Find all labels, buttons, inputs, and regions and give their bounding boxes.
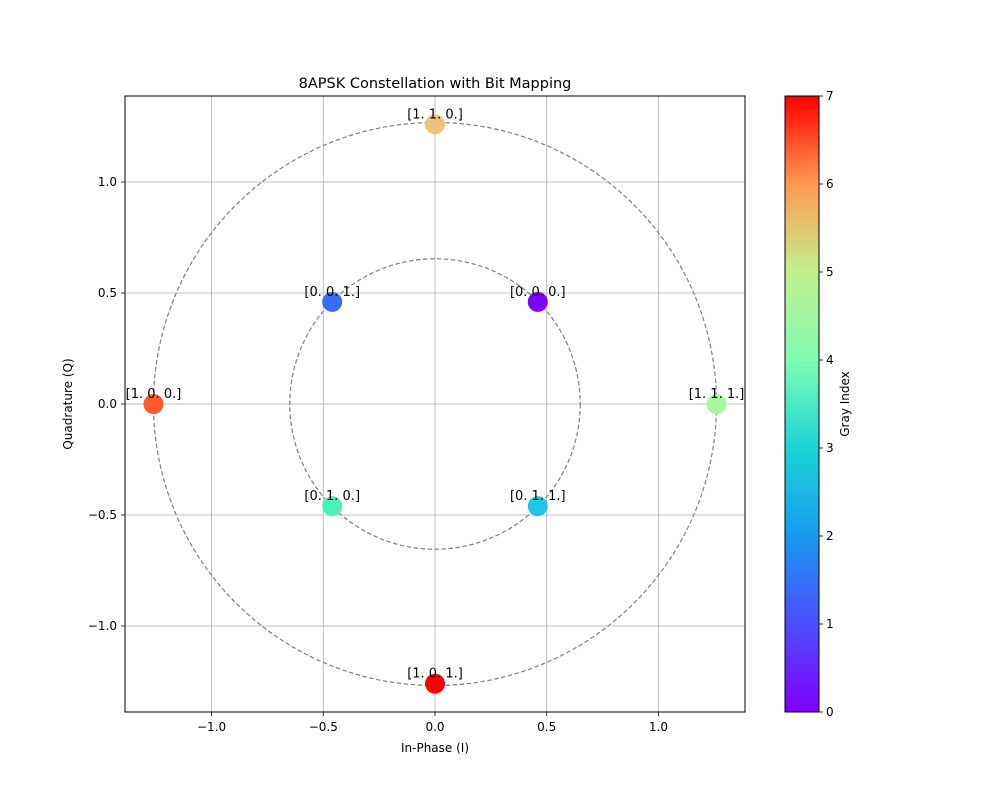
y-tick-label: 0.0 [98,397,117,411]
point-label: [0. 0. 0.] [510,285,566,300]
colorbar-tick-label: 0 [826,705,834,719]
reference-circle [289,258,581,550]
y-axis-label: Quadrature (Q) [61,358,75,449]
y-axis-ticks: −1.0 −0.5 0.0 0.5 1.0 [88,175,125,633]
x-tick-label: 0.0 [425,720,444,734]
colorbar-tick-label: 3 [826,441,834,455]
constellation-point [425,114,445,135]
colorbar-tick-label: 7 [826,89,834,103]
y-tick-label: 1.0 [98,175,117,189]
constellation-point [322,291,343,312]
colorbar-label: Gray Index [838,371,852,437]
point-label: [0. 0. 1.] [304,285,360,300]
x-tick-label: 0.5 [537,720,556,734]
colorbar-ticks: 0 1 2 3 4 5 6 7 [819,89,834,719]
colorbar-tick-label: 4 [826,353,834,367]
x-tick-label: −1.0 [197,720,226,734]
y-tick-label: 0.5 [98,286,117,300]
grid-lines [125,96,745,712]
x-tick-label: 1.0 [649,720,668,734]
colorbar-tick-label: 5 [826,265,834,279]
y-tick-label: −1.0 [88,619,117,633]
constellation-point [322,496,343,517]
point-label: [0. 1. 0.] [304,489,360,504]
point-label: [1. 0. 1.] [407,667,463,682]
point-label: [1. 1. 0.] [407,107,463,122]
colorbar-tick-label: 6 [826,177,834,191]
constellation-point [527,291,548,312]
constellation-point [706,394,727,414]
constellation-points [143,114,727,694]
colorbar [784,95,820,713]
colorbar-tick-label: 1 [826,617,834,631]
colorbar-tick-label: 2 [826,529,834,543]
constellation-point [425,673,445,694]
x-axis-label: In-Phase (I) [401,741,469,755]
point-label: [1. 1. 1.] [689,387,745,402]
point-labels: [0. 0. 0.] [0. 0. 1.] [0. 1. 1.] [0. 1. 0.]… [126,107,745,681]
constellation-point [143,394,164,414]
y-tick-label: −0.5 [88,508,117,522]
point-label: [1. 0. 0.] [126,387,182,402]
x-tick-label: −0.5 [309,720,338,734]
chart-title: 8APSK Constellation with Bit Mapping [299,76,572,92]
constellation-point [527,496,548,517]
x-axis-ticks: −1.0 −0.5 0.0 0.5 1.0 [197,712,668,734]
point-label: [0. 1. 1.] [510,489,566,504]
